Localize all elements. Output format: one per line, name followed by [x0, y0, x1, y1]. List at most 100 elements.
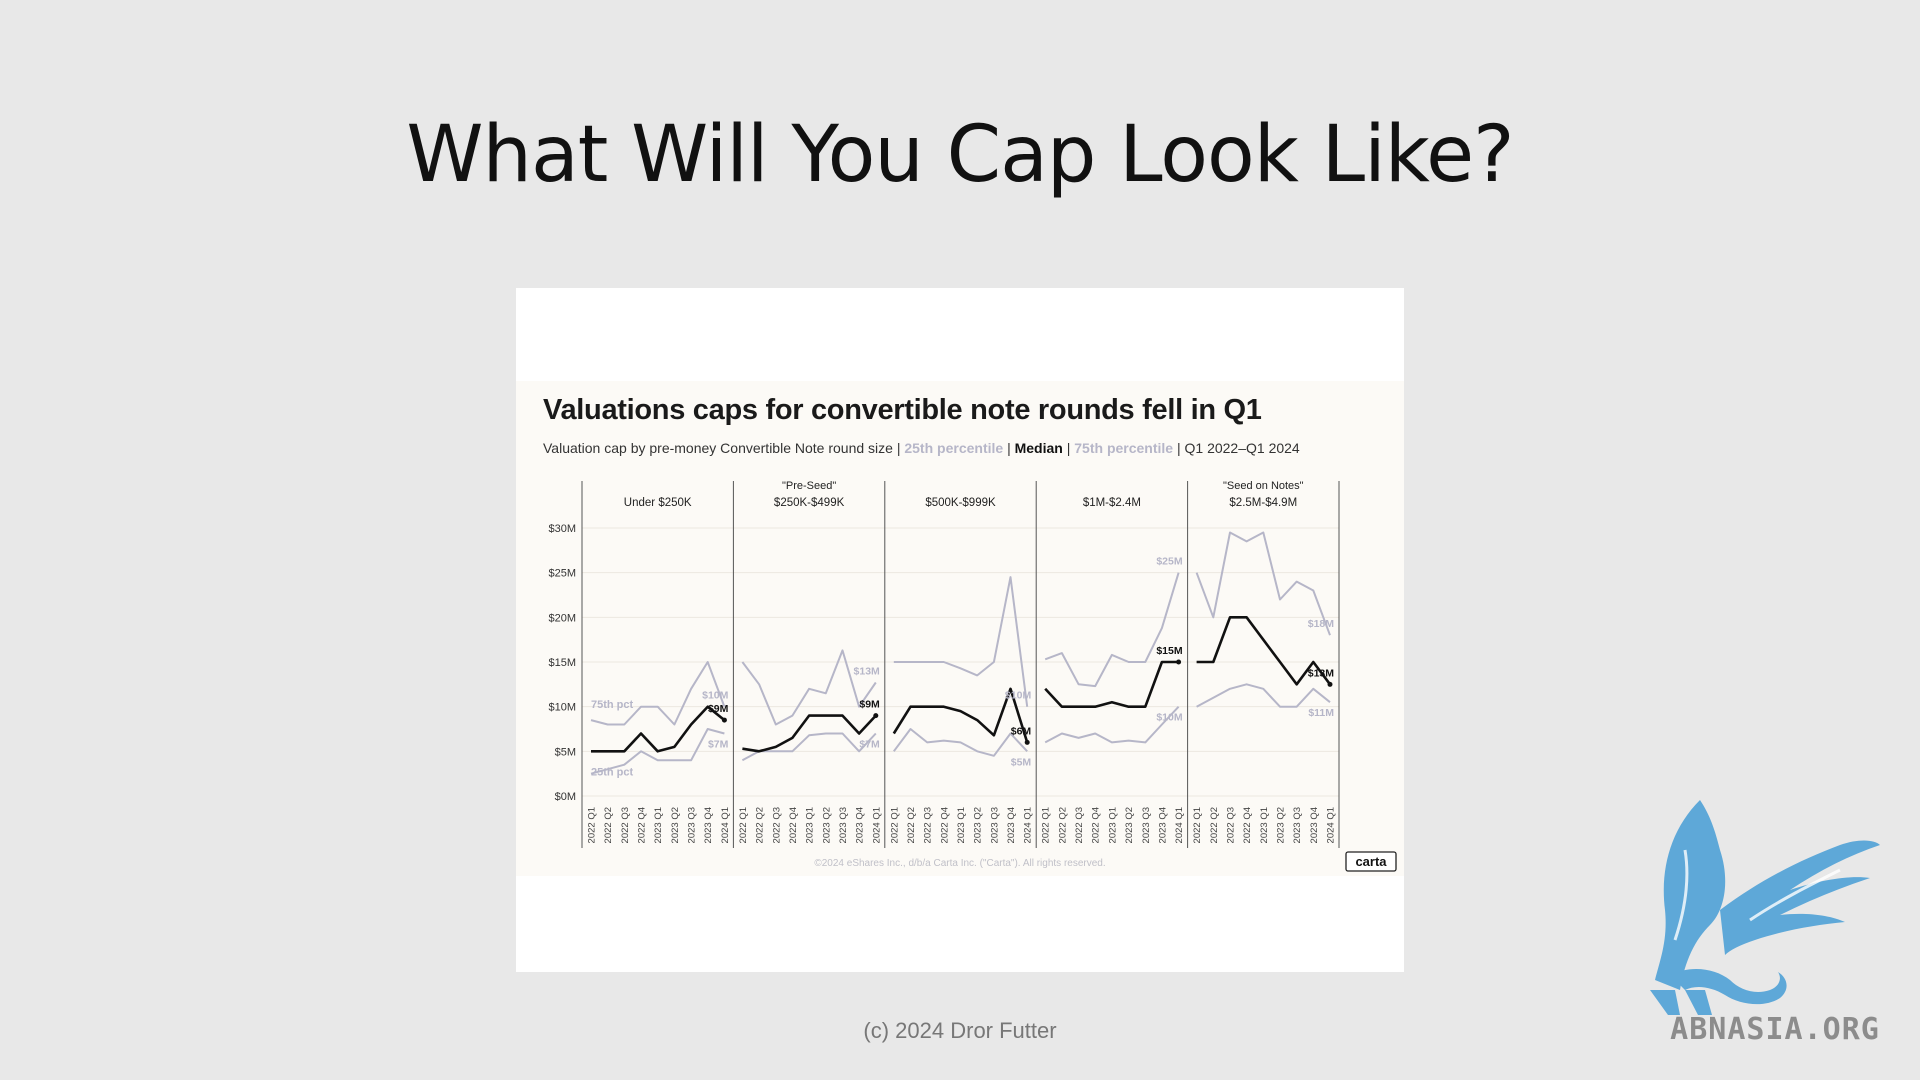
subtitle-suffix: | Q1 2022–Q1 2024: [1173, 440, 1300, 456]
subtitle-sep1: |: [1003, 440, 1015, 456]
p75-line: [893, 576, 1029, 707]
x-tick-label: 2023 Q3: [687, 807, 698, 843]
x-tick-label: 2023 Q4: [1006, 807, 1017, 843]
x-tick-label: 2022 Q3: [620, 807, 631, 843]
median-end-label: $6M: [1011, 725, 1032, 737]
group-super-label: "Seed on Notes": [1223, 480, 1304, 492]
subtitle-p25: 25th percentile: [904, 440, 1004, 456]
p75-line: [741, 649, 877, 726]
group-label: Under $250K: [624, 497, 692, 509]
x-tick-label: 2022 Q4: [637, 807, 648, 843]
chart-title: Valuations caps for convertible note rou…: [543, 394, 1262, 426]
p25-end-label: $10M: [1156, 712, 1183, 724]
carta-logo-text: carta: [1355, 854, 1387, 869]
x-tick-label: 2023 Q4: [1309, 807, 1320, 843]
x-tick-label: 2022 Q4: [939, 807, 950, 843]
p25-end-label: $5M: [1011, 756, 1032, 768]
x-tick-label: 2022 Q3: [1225, 807, 1236, 843]
chart-credit: ©2024 eShares Inc., d/b/a Carta Inc. ("C…: [814, 858, 1105, 869]
x-tick-label: 2022 Q3: [771, 807, 782, 843]
group-label: $250K-$499K: [774, 497, 845, 509]
p75-line: [590, 661, 726, 726]
footer-copyright: (c) 2024 Dror Futter: [863, 1018, 1057, 1043]
x-tick-label: 2023 Q3: [1141, 807, 1152, 843]
y-tick-label: $30M: [548, 523, 576, 535]
y-tick-label: $25M: [548, 568, 576, 580]
y-tick-label: $15M: [548, 657, 576, 669]
x-tick-label: 2024 Q1: [1023, 807, 1034, 843]
y-tick-label: $10M: [548, 702, 576, 714]
chart-plot: $30M $25M $20M $15M $10M $5M $0M Under $250K "Pr…: [548, 480, 1397, 872]
x-tick-label: 2023 Q1: [1259, 807, 1270, 843]
y-tick-label: $0M: [555, 791, 576, 803]
x-tick-label: 2022 Q1: [1192, 807, 1203, 843]
x-tick-label: 2022 Q4: [1091, 807, 1102, 843]
group-label: $500K-$999K: [925, 497, 996, 509]
p75-line: [1195, 531, 1331, 636]
x-tick-label: 2022 Q3: [923, 807, 934, 843]
x-tick-label: 2023 Q2: [670, 807, 681, 843]
subtitle-prefix: Valuation cap by pre-money Convertible N…: [543, 440, 905, 456]
p25-end-label: $7M: [859, 738, 880, 750]
p25-line: [1196, 683, 1331, 708]
x-tick-label: 2023 Q2: [1124, 807, 1135, 843]
chart-subtitle: Valuation cap by pre-money Convertible N…: [543, 440, 1300, 456]
x-tick-label: 2024 Q1: [871, 807, 882, 843]
carta-logo-box: [1345, 851, 1397, 872]
x-tick-label: 2023 Q4: [1157, 807, 1168, 843]
x-tick-label: 2022 Q4: [1242, 807, 1253, 843]
x-tick-label: 2023 Q2: [821, 807, 832, 843]
p75-end-label: $25M: [1156, 556, 1183, 568]
griffin-logo-icon: [1650, 800, 1880, 1015]
median-line: [742, 714, 877, 753]
p25-line: [1044, 706, 1180, 744]
x-tick-label: 2022 Q2: [906, 807, 917, 843]
x-tick-label: 2022 Q1: [1041, 807, 1052, 843]
p75-line: [1044, 572, 1180, 688]
p75-end-label: $10M: [702, 690, 729, 702]
x-tick-label: 2022 Q2: [755, 807, 766, 843]
p75-inline-label: 75th pct: [591, 699, 634, 711]
p25-line: [892, 728, 1028, 757]
median-end-point: [1024, 739, 1030, 745]
group-label: $1M-$2.4M: [1083, 497, 1141, 509]
p75-end-label: $18M: [1308, 618, 1335, 630]
x-tick-label: 2023 Q4: [855, 807, 866, 843]
x-tick-label: 2023 Q3: [1292, 807, 1303, 843]
slide-title: What Will You Cap Look Like?: [406, 110, 1514, 200]
p25-end-label: $7M: [708, 738, 729, 750]
median-line: [1196, 615, 1332, 686]
subtitle-median: Median: [1014, 440, 1063, 456]
group-label: $2.5M-$4.9M: [1229, 497, 1297, 509]
x-tick-label: 2024 Q1: [720, 807, 731, 843]
median-end-label: $15M: [1156, 645, 1183, 657]
x-tick-label: 2023 Q3: [838, 807, 849, 843]
y-tick-label: $5M: [555, 746, 576, 758]
x-tick-label: 2023 Q3: [989, 807, 1000, 843]
p25-end-label: $11M: [1308, 707, 1334, 719]
x-tick-label: 2023 Q1: [1107, 807, 1118, 843]
x-tick-label: 2023 Q4: [703, 807, 714, 843]
median-end-label: $9M: [708, 703, 729, 715]
abnasia-logo: [1630, 790, 1910, 1060]
p25-line: [590, 728, 725, 775]
x-tick-label: 2024 Q1: [1174, 807, 1185, 843]
x-tick-label: 2023 Q1: [805, 807, 816, 843]
x-tick-label: 2022 Q2: [603, 807, 614, 843]
x-tick-label: 2022 Q4: [788, 807, 799, 843]
median-end-point: [1176, 659, 1182, 665]
subtitle-sep2: |: [1062, 440, 1075, 456]
chart-card: Valuations caps for convertible note rou…: [516, 288, 1404, 972]
x-tick-label: 2022 Q3: [1074, 807, 1085, 843]
median-line: [892, 687, 1029, 743]
p75-end-label: $13M: [854, 666, 881, 678]
median-end-label: $9M: [859, 699, 880, 711]
median-line: [1044, 660, 1179, 709]
y-tick-label: $20M: [548, 612, 576, 624]
subtitle-p75: 75th percentile: [1074, 440, 1174, 456]
median-end-label: $13M: [1308, 667, 1335, 679]
p25-line: [741, 732, 877, 762]
x-tick-label: 2022 Q2: [1057, 807, 1068, 843]
median-end-point: [721, 717, 727, 723]
x-tick-label: 2022 Q2: [1209, 807, 1220, 843]
